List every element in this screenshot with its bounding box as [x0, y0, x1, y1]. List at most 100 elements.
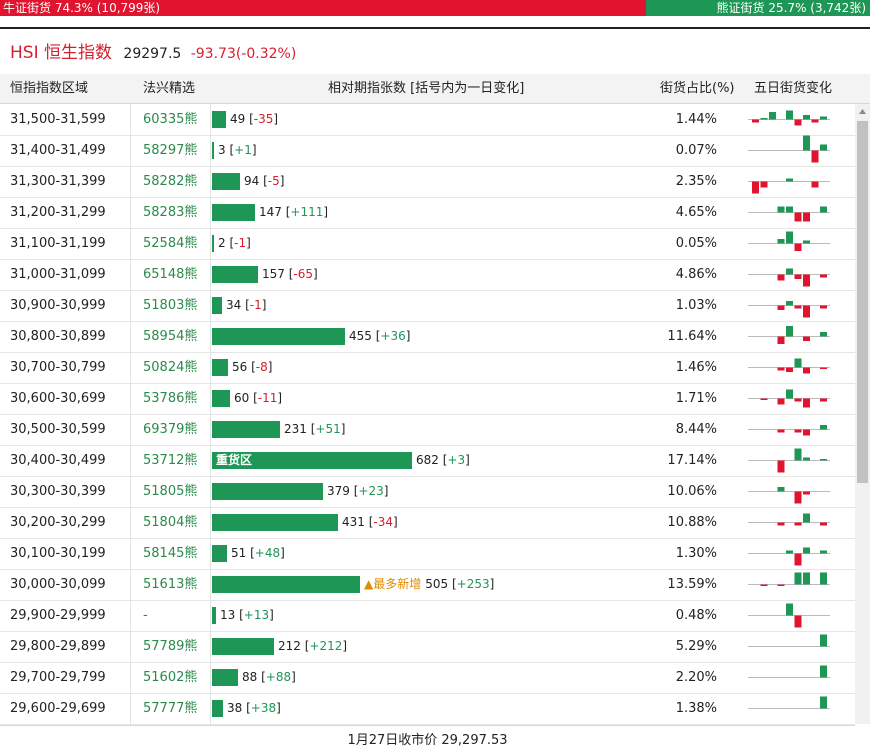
count-label: 94 [-5]: [244, 174, 285, 188]
spark-bar: [794, 615, 802, 628]
bull-street-label: 牛证街货 74.3% (10,799张): [0, 0, 646, 16]
spark-bar: [794, 429, 802, 433]
bear-code-link[interactable]: 65148熊: [143, 267, 198, 282]
table-row[interactable]: 30,900-30,999 51803熊 34 [-1] 1.03%: [0, 290, 855, 322]
spark-bar: [786, 231, 793, 244]
table-row[interactable]: 29,800-29,899 57789熊 212 [+212] 5.29%: [0, 631, 855, 663]
column-divider: [130, 321, 131, 352]
bear-code-link[interactable]: 51804熊: [143, 515, 198, 530]
scrollbar[interactable]: [855, 104, 870, 724]
count-label: 431 [-34]: [342, 515, 398, 529]
bear-code-link[interactable]: 52584熊: [143, 236, 198, 251]
bear-code-link[interactable]: 57777熊: [143, 701, 198, 716]
table-row[interactable]: 31,200-31,299 58283熊 147 [+111] 4.65%: [0, 197, 855, 229]
table-row[interactable]: 31,400-31,499 58297熊 3 [+1] 0.07%: [0, 135, 855, 167]
spark-bar: [777, 274, 785, 281]
five-day-sparkline: [748, 603, 830, 628]
five-day-sparkline: [748, 110, 830, 126]
table-row[interactable]: 30,500-30,599 69379熊 231 [+51] 8.44%: [0, 414, 855, 446]
table-row[interactable]: 31,100-31,199 52584熊 2 [-1] 0.05%: [0, 228, 855, 260]
share-value: 17.14%: [667, 453, 717, 468]
count-value: 157: [262, 267, 285, 281]
row-range: 31,000-31,099: [10, 267, 106, 282]
row-range: 30,800-30,899: [10, 329, 106, 344]
bear-code-link[interactable]: 53786熊: [143, 391, 198, 406]
row-range: 29,900-29,999: [10, 608, 106, 623]
column-divider: [130, 445, 131, 476]
spark-bar: [794, 491, 802, 504]
spark-bar: [820, 367, 827, 369]
column-divider: [130, 104, 131, 135]
bear-code-link[interactable]: 58282熊: [143, 174, 198, 189]
five-day-sparkline: [748, 326, 830, 344]
scrollbar-thumb[interactable]: [857, 121, 868, 483]
table-row[interactable]: 30,100-30,199 58145熊 51 [+48] 1.30%: [0, 538, 855, 570]
count-label: 231 [+51]: [284, 422, 346, 436]
share-value: 0.05%: [675, 236, 717, 251]
table-row[interactable]: 31,500-31,599 60335熊 49 [-35] 1.44%: [0, 104, 855, 136]
table-row[interactable]: 30,800-30,899 58954熊 455 [+36] 11.64%: [0, 321, 855, 353]
bear-code-link[interactable]: 60335熊: [143, 112, 198, 127]
bear-code-link[interactable]: 69379熊: [143, 422, 198, 437]
five-day-sparkline: [748, 448, 830, 473]
bear-code-link[interactable]: 50824熊: [143, 360, 198, 375]
five-day-sparkline: [748, 178, 830, 194]
table-row[interactable]: 30,300-30,399 51805熊 379 [+23] 10.06%: [0, 476, 855, 508]
table-row[interactable]: 30,000-30,099 51613熊 ▲最多新增 505 [+253] 13.59%: [0, 569, 855, 601]
count-delta: +111: [290, 205, 324, 219]
share-value: 2.35%: [675, 174, 717, 189]
count-label: 147 [+111]: [259, 205, 329, 219]
spark-bar: [777, 487, 785, 492]
count-value: 3: [218, 143, 226, 157]
bear-code-link[interactable]: 51613熊: [143, 577, 198, 592]
share-value: 0.07%: [675, 143, 717, 158]
column-divider: [210, 135, 211, 166]
table-row[interactable]: 31,000-31,099 65148熊 157 [-65] 4.86%: [0, 259, 855, 291]
spark-bar: [752, 181, 759, 194]
bear-code-link[interactable]: -: [143, 608, 148, 623]
five-day-sparkline: [748, 135, 830, 163]
table-row[interactable]: 31,300-31,399 58282熊 94 [-5] 2.35%: [0, 166, 855, 198]
count-value: 88: [242, 670, 258, 684]
bear-code-link[interactable]: 51805熊: [143, 484, 198, 499]
table-row[interactable]: 30,400-30,499 53712熊 重货区 682 [+3] 17.14%: [0, 445, 855, 477]
spark-bar: [786, 206, 793, 213]
column-divider: [130, 414, 131, 445]
bear-code-link[interactable]: 51803熊: [143, 298, 198, 313]
bear-code-link[interactable]: 58954熊: [143, 329, 198, 344]
count-value: 34: [226, 298, 242, 312]
count-label: 56 [-8]: [232, 360, 273, 374]
spark-bar: [803, 274, 810, 287]
bear-code-link[interactable]: 57789熊: [143, 639, 198, 654]
column-divider: [130, 600, 131, 631]
count-value: 13: [220, 608, 236, 622]
bear-code-link[interactable]: 58283熊: [143, 205, 198, 220]
table-row[interactable]: 30,600-30,699 53786熊 60 [-11] 1.71%: [0, 383, 855, 415]
row-range: 30,400-30,499: [10, 453, 106, 468]
count-delta: +13: [243, 608, 270, 622]
column-divider: [210, 290, 211, 321]
table-row[interactable]: 30,700-30,799 50824熊 56 [-8] 1.46%: [0, 352, 855, 384]
table-row[interactable]: 30,200-30,299 51804熊 431 [-34] 10.88%: [0, 507, 855, 539]
spark-bar: [777, 522, 785, 526]
bear-code-link[interactable]: 53712熊: [143, 453, 198, 468]
table-row[interactable]: 29,700-29,799 51602熊 88 [+88] 2.20%: [0, 662, 855, 694]
bear-code-link[interactable]: 58145熊: [143, 546, 198, 561]
count-value: 2: [218, 236, 226, 250]
spark-bar: [820, 144, 827, 151]
count-delta: +3: [447, 453, 466, 467]
table-row[interactable]: 29,900-29,999 - 13 [+13] 0.48%: [0, 600, 855, 632]
share-value: 8.44%: [675, 422, 717, 437]
column-divider: [210, 414, 211, 445]
spark-bar: [777, 305, 785, 310]
table-row[interactable]: 29,600-29,699 57777熊 38 [+38] 1.38%: [0, 693, 855, 725]
column-divider: [130, 631, 131, 662]
bear-code-link[interactable]: 51602熊: [143, 670, 198, 685]
column-divider: [210, 538, 211, 569]
spark-bar: [794, 243, 802, 251]
count-value: 56: [232, 360, 248, 374]
bear-code-link[interactable]: 58297熊: [143, 143, 198, 158]
spark-bar: [820, 459, 827, 461]
spark-bar: [803, 305, 810, 318]
scroll-up-icon[interactable]: [855, 104, 870, 120]
